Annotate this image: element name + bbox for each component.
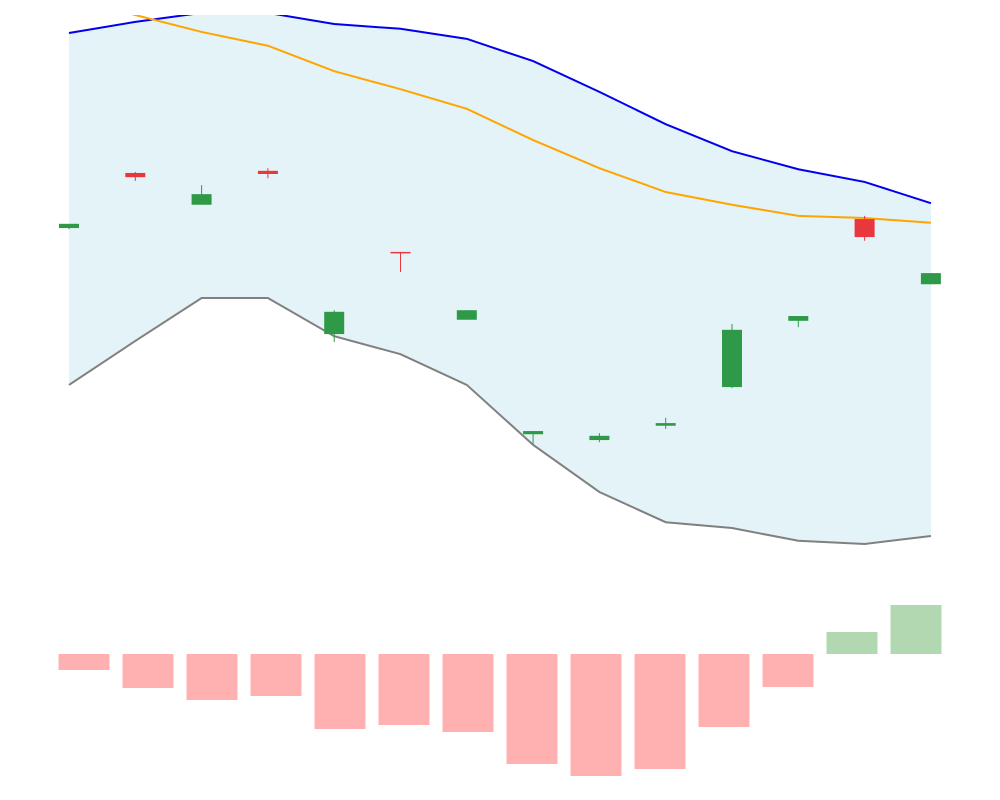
candle-body [722,329,742,388]
band-line [68,297,932,545]
histogram-bar [378,654,430,725]
candle-body [523,431,544,435]
bands [68,15,932,545]
candle-body [324,311,345,335]
histogram-bar [314,654,366,729]
histogram-bar [826,632,878,654]
histogram-bar [506,654,558,764]
histogram-bar [250,654,302,696]
band-line [131,15,931,224]
price-panel [59,15,941,545]
candle-body [257,170,278,174]
histogram-bar [442,654,494,732]
histogram-bar [698,654,750,727]
candle-body [191,194,212,205]
histogram-bar [58,654,110,670]
histogram-bar [186,654,238,700]
histogram-panel [58,605,942,776]
candle-body [456,310,477,320]
histogram-bar [570,654,622,776]
candle-body [920,273,941,285]
histogram-bar [634,654,686,769]
histogram-bar [762,654,814,687]
candle-body [854,219,875,238]
candle-body [125,172,146,178]
candle-body [655,423,676,426]
candle-body [390,251,411,254]
candle-body [59,223,79,229]
candle-body [788,316,809,321]
band-fill [69,15,931,544]
candle-body [589,435,610,441]
band-line [68,15,932,205]
histogram-bar [890,605,942,654]
histogram-bar [122,654,174,688]
